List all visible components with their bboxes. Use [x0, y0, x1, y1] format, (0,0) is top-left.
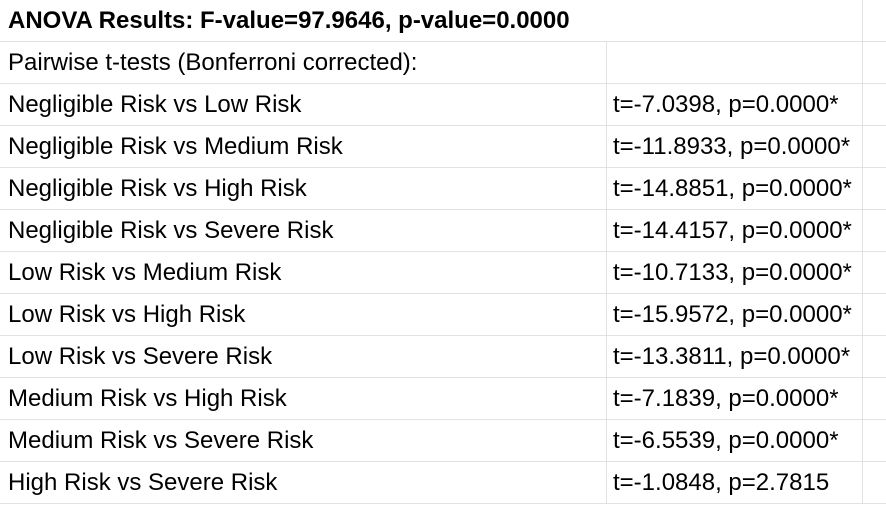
- result-cell[interactable]: t=-14.8851, p=0.0000*: [606, 168, 862, 209]
- empty-cell[interactable]: [862, 336, 886, 377]
- result-cell[interactable]: t=-13.3811, p=0.0000*: [606, 336, 862, 377]
- table-row: Low Risk vs Severe Risk t=-13.3811, p=0.…: [0, 336, 886, 378]
- empty-cell[interactable]: [606, 42, 862, 83]
- result-cell[interactable]: t=-6.5539, p=0.0000*: [606, 420, 862, 461]
- comparison-cell[interactable]: Negligible Risk vs Severe Risk: [8, 217, 334, 244]
- table-row: Medium Risk vs High Risk t=-7.1839, p=0.…: [0, 378, 886, 420]
- table-row: Low Risk vs High Risk t=-15.9572, p=0.00…: [0, 294, 886, 336]
- empty-cell[interactable]: [862, 420, 886, 461]
- empty-cell[interactable]: [862, 294, 886, 335]
- table-row: High Risk vs Severe Risk t=-1.0848, p=2.…: [0, 462, 886, 504]
- table-row: Negligible Risk vs High Risk t=-14.8851,…: [0, 168, 886, 210]
- empty-cell[interactable]: [862, 168, 886, 209]
- comparison-cell[interactable]: Negligible Risk vs Low Risk: [8, 91, 302, 118]
- table-row: Negligible Risk vs Severe Risk t=-14.415…: [0, 210, 886, 252]
- comparison-cell[interactable]: Negligible Risk vs High Risk: [8, 175, 307, 202]
- table-row: Low Risk vs Medium Risk t=-10.7133, p=0.…: [0, 252, 886, 294]
- result-cell[interactable]: t=-1.0848, p=2.7815: [606, 462, 862, 503]
- comparison-cell[interactable]: Negligible Risk vs Medium Risk: [8, 133, 343, 160]
- table-row: Negligible Risk vs Medium Risk t=-11.893…: [0, 126, 886, 168]
- title-row: ANOVA Results: F-value=97.9646, p-value=…: [0, 0, 886, 42]
- result-cell[interactable]: t=-7.0398, p=0.0000*: [606, 84, 862, 125]
- comparison-cell[interactable]: Low Risk vs High Risk: [8, 301, 246, 328]
- pairwise-header-cell[interactable]: Pairwise t-tests (Bonferroni corrected):: [8, 49, 418, 76]
- comparison-cell[interactable]: Low Risk vs Medium Risk: [8, 259, 282, 286]
- empty-cell[interactable]: [862, 0, 886, 41]
- empty-cell[interactable]: [862, 462, 886, 503]
- table-row: Negligible Risk vs Low Risk t=-7.0398, p…: [0, 84, 886, 126]
- table-row: Medium Risk vs Severe Risk t=-6.5539, p=…: [0, 420, 886, 462]
- comparison-cell[interactable]: Medium Risk vs High Risk: [8, 385, 287, 412]
- empty-cell[interactable]: [862, 126, 886, 167]
- empty-cell[interactable]: [862, 42, 886, 83]
- result-cell[interactable]: t=-14.4157, p=0.0000*: [606, 210, 862, 251]
- comparison-cell[interactable]: Medium Risk vs Severe Risk: [8, 427, 314, 454]
- anova-results-cell[interactable]: ANOVA Results: F-value=97.9646, p-value=…: [8, 7, 570, 34]
- empty-cell[interactable]: [862, 210, 886, 251]
- empty-cell[interactable]: [862, 378, 886, 419]
- empty-cell[interactable]: [862, 252, 886, 293]
- comparison-cell[interactable]: High Risk vs Severe Risk: [8, 469, 278, 496]
- result-cell[interactable]: t=-10.7133, p=0.0000*: [606, 252, 862, 293]
- empty-cell[interactable]: [862, 84, 886, 125]
- comparison-cell[interactable]: Low Risk vs Severe Risk: [8, 343, 273, 370]
- subtitle-row: Pairwise t-tests (Bonferroni corrected):: [0, 42, 886, 84]
- result-cell[interactable]: t=-11.8933, p=0.0000*: [606, 126, 862, 167]
- result-cell[interactable]: t=-7.1839, p=0.0000*: [606, 378, 862, 419]
- result-cell[interactable]: t=-15.9572, p=0.0000*: [606, 294, 862, 335]
